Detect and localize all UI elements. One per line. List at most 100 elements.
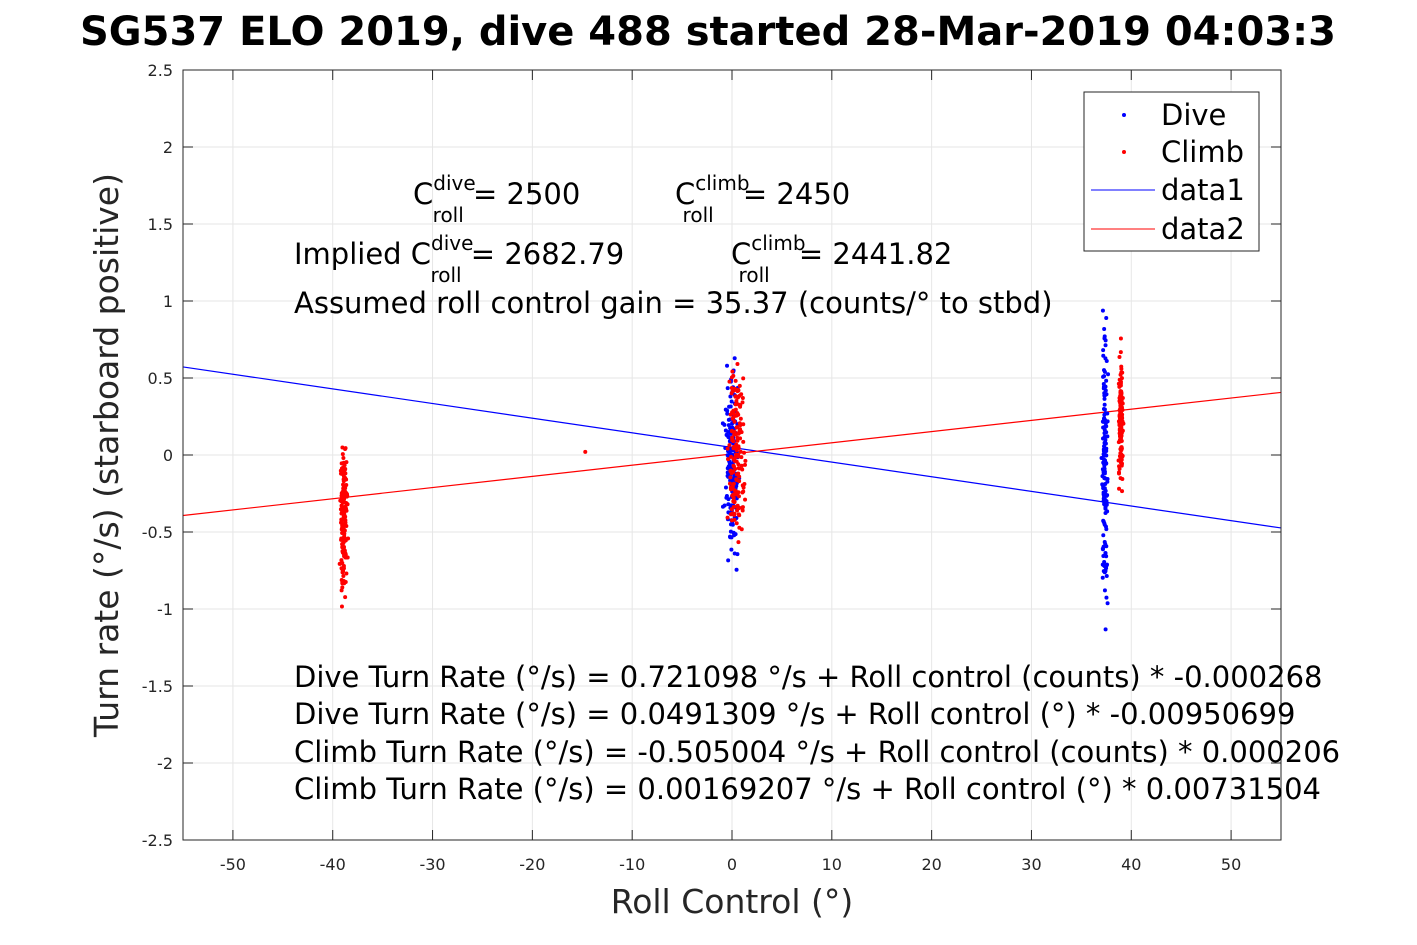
- climb-point: [1118, 394, 1123, 399]
- climb-point: [732, 386, 737, 391]
- x-tick-label: -10: [619, 855, 645, 874]
- climb-point: [743, 497, 748, 502]
- dive-point: [1102, 369, 1107, 374]
- dive-point: [722, 422, 727, 427]
- climb-point: [735, 503, 740, 508]
- climb-point: [1120, 420, 1125, 425]
- dive-point: [1102, 407, 1107, 412]
- climb-point: [341, 497, 346, 502]
- dive-equation-degrees: Dive Turn Rate (°/s) = 0.0491309 °/s + R…: [294, 697, 1295, 731]
- dive-point: [725, 363, 730, 368]
- dive-point: [1104, 554, 1109, 559]
- climb-point: [344, 571, 349, 576]
- dive-point: [1101, 353, 1106, 358]
- legend-dive-label: Dive: [1161, 98, 1226, 132]
- climb-point: [734, 521, 739, 526]
- climb-point: [583, 449, 588, 454]
- climb-point: [343, 536, 348, 541]
- climb-point: [725, 515, 730, 520]
- climb-point: [736, 453, 741, 458]
- dive-point: [1104, 359, 1109, 364]
- dive-point: [1104, 448, 1109, 453]
- dive-point: [1104, 573, 1109, 578]
- climb-point: [340, 489, 345, 494]
- dive-point: [733, 532, 738, 537]
- dive-point: [725, 386, 730, 391]
- climb-point: [1119, 461, 1124, 466]
- climb-point: [1117, 470, 1122, 475]
- climb-point: [734, 398, 739, 403]
- climb-point: [339, 558, 344, 563]
- climb-point: [340, 471, 345, 476]
- climb-point: [728, 468, 733, 473]
- dive-point: [1101, 457, 1106, 462]
- dive-point: [723, 407, 728, 412]
- climb-point: [731, 408, 736, 413]
- dive-point: [1104, 378, 1109, 383]
- climb-point: [340, 452, 345, 457]
- dive-point: [1104, 493, 1109, 498]
- climb-point: [343, 595, 348, 600]
- climb-point: [737, 421, 742, 426]
- climb-point: [341, 482, 346, 487]
- dive-point: [1104, 316, 1109, 321]
- climb-point: [736, 471, 741, 476]
- dive-point: [1101, 374, 1106, 379]
- climb-point: [1120, 489, 1125, 494]
- legend: Dive Climb data1 data2: [1083, 91, 1260, 252]
- climb-point: [341, 527, 346, 532]
- climb-point: [343, 555, 348, 560]
- climb-point: [1119, 445, 1124, 450]
- climb-point: [733, 466, 738, 471]
- climb-point: [741, 439, 746, 444]
- dive-point: [1103, 437, 1108, 442]
- legend-box: [1083, 91, 1260, 252]
- climb-point: [341, 456, 346, 461]
- climb-point: [728, 485, 733, 490]
- climb-point: [339, 461, 344, 466]
- climb-point: [740, 508, 745, 513]
- x-tick-label: -20: [519, 855, 545, 874]
- dive-point: [1101, 348, 1106, 353]
- x-axis-label: Roll Control (°): [611, 882, 854, 921]
- climb-point: [732, 419, 737, 424]
- dive-point: [720, 504, 725, 509]
- climb-point: [339, 604, 344, 609]
- climb-point: [341, 568, 346, 573]
- dive-point: [723, 485, 728, 490]
- climb-point: [731, 411, 736, 416]
- climb-point: [735, 435, 740, 440]
- dive-point: [1101, 569, 1106, 574]
- implied-c-roll-dive-annotation: Implied Cdive roll = 2682.79: [294, 231, 624, 287]
- climb-point: [1117, 486, 1122, 491]
- climb-point: [1118, 403, 1123, 408]
- climb-point: [341, 477, 346, 482]
- climb-point: [1117, 384, 1122, 389]
- climb-point: [729, 454, 734, 459]
- dive-point: [724, 494, 729, 499]
- climb-point: [730, 369, 735, 374]
- dive-point: [723, 428, 728, 433]
- climb-point: [730, 438, 735, 443]
- climb-point: [728, 475, 733, 480]
- climb-point: [339, 588, 344, 593]
- climb-point: [737, 525, 742, 530]
- y-axis-ticks: -2.5 -2 -1.5 -1 -0.5 0 0.5 1 1.5 2 2.5: [142, 61, 1281, 850]
- c-roll-dive-annotation: Cdive roll = 2500: [413, 171, 580, 227]
- climb-point: [736, 388, 741, 393]
- climb-point: [345, 502, 350, 507]
- dive-point: [727, 450, 732, 455]
- dive-point: [1102, 539, 1107, 544]
- dive-point: [1102, 471, 1107, 476]
- climb-point: [740, 483, 745, 488]
- climb-point: [727, 443, 732, 448]
- climb-point: [342, 544, 347, 549]
- dive-point: [726, 558, 731, 563]
- climb-point: [726, 457, 731, 462]
- climb-point: [341, 493, 346, 498]
- dive-point: [1102, 497, 1107, 502]
- climb-point: [733, 378, 738, 383]
- legend-data1-label: data1: [1161, 173, 1245, 207]
- climb-point: [1118, 350, 1123, 355]
